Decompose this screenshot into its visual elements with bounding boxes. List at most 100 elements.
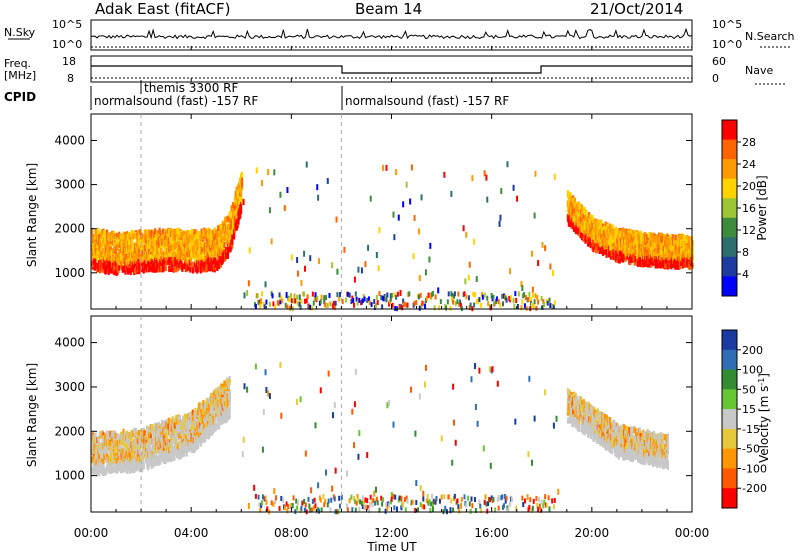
- echo-cell: [175, 232, 178, 239]
- echo-cell: [255, 167, 258, 174]
- echo-cell: [239, 201, 243, 208]
- echo-cell: [393, 234, 396, 241]
- echo-cell: [596, 220, 599, 227]
- echo-cell: [215, 260, 218, 267]
- echo-cell: [523, 303, 526, 309]
- echo-cell: [381, 164, 384, 171]
- echo-cell: [192, 245, 195, 252]
- echo-cell: [624, 255, 627, 262]
- echo-cell: [495, 296, 498, 302]
- echo-cell: [103, 453, 106, 460]
- echo-cell: [509, 268, 512, 275]
- echo-cell: [178, 414, 181, 421]
- echo-cell: [329, 301, 332, 307]
- echo-cell: [586, 216, 589, 223]
- echo-cell: [243, 292, 246, 299]
- echo-cell: [159, 440, 162, 447]
- echo-cell: [489, 305, 492, 311]
- echo-cell: [132, 261, 135, 268]
- echo-cell: [652, 238, 656, 245]
- echo-cell: [481, 291, 484, 297]
- echo-cell: [147, 461, 151, 468]
- echo-cell: [350, 299, 353, 305]
- echo-cell: [274, 304, 277, 310]
- echo-cell: [465, 294, 468, 300]
- echo-cell: [530, 250, 533, 257]
- echo-cell: [417, 228, 420, 235]
- cpid-segment-2: normalsound (fast) -157 RF: [345, 94, 509, 108]
- echo-cell: [210, 237, 213, 244]
- echo-cell: [145, 257, 148, 264]
- echo-cell: [149, 250, 152, 257]
- echo-cell: [210, 265, 213, 272]
- echo-cell: [99, 254, 102, 261]
- echo-cell: [431, 291, 434, 297]
- echo-cell: [183, 230, 186, 237]
- echo-cell: [169, 238, 173, 245]
- echo-cell: [299, 304, 302, 310]
- echo-cell: [129, 245, 132, 252]
- echo-cell: [199, 425, 202, 432]
- echo-cell: [657, 239, 660, 246]
- echo-cell: [658, 254, 662, 261]
- echo-cell: [110, 449, 113, 456]
- echo-cell: [257, 299, 260, 305]
- echo-cell: [112, 233, 116, 240]
- echo-cell: [346, 291, 349, 297]
- echo-cell: [289, 293, 292, 299]
- echo-cell: [177, 441, 180, 448]
- echo-cell: [201, 413, 204, 420]
- echo-cell: [219, 230, 223, 237]
- cpid-label: CPID: [4, 90, 36, 104]
- echo-cell: [601, 249, 605, 256]
- echo-cell: [212, 262, 216, 269]
- echo-cell: [617, 228, 620, 235]
- echo-cell: [218, 231, 221, 238]
- echo-cell: [197, 247, 201, 254]
- echo-cell: [292, 298, 295, 304]
- echo-cell: [646, 261, 649, 268]
- echo-cell: [283, 205, 286, 212]
- echo-cell: [487, 301, 490, 307]
- echo-cell: [499, 302, 502, 308]
- freq-label: Freq.: [4, 57, 31, 70]
- echo-cell: [263, 304, 266, 310]
- echo-cell: [191, 267, 194, 274]
- echo-cell: [129, 256, 132, 263]
- echo-cell: [486, 295, 489, 301]
- echo-cell: [314, 292, 317, 298]
- echo-cell: [405, 181, 408, 188]
- echo-cell: [418, 305, 421, 311]
- echo-cell: [147, 457, 150, 464]
- echo-cell: [469, 302, 472, 308]
- nsearch-tick-top: 10^5: [712, 18, 742, 31]
- echo-cell: [310, 305, 313, 311]
- echo-cell: [533, 299, 536, 305]
- echo-cell: [119, 241, 122, 248]
- echo-cell: [284, 302, 287, 308]
- echo-cell: [279, 299, 282, 305]
- echo-cell: [644, 260, 648, 267]
- echo-cell: [148, 454, 152, 461]
- echo-cell: [415, 300, 418, 306]
- echo-cell: [334, 300, 337, 306]
- echo-cell: [687, 248, 691, 255]
- echo-cell: [320, 294, 323, 300]
- echo-cell: [589, 241, 592, 248]
- echo-cell: [177, 230, 180, 237]
- echo-cell: [134, 268, 138, 275]
- echo-cell: [623, 228, 627, 235]
- echo-cell: [114, 251, 117, 258]
- echo-cell: [240, 181, 244, 188]
- echo-cell: [191, 409, 194, 416]
- echo-cell: [193, 411, 196, 418]
- echo-cell: [525, 305, 528, 311]
- echo-cell: [456, 299, 459, 305]
- echo-cell: [103, 230, 106, 237]
- echo-cell: [142, 463, 145, 470]
- echo-cell: [203, 264, 206, 271]
- echo-cell: [360, 267, 363, 274]
- echo-cell: [339, 291, 342, 297]
- echo-cell: [395, 294, 398, 300]
- echo-cell: [288, 297, 291, 303]
